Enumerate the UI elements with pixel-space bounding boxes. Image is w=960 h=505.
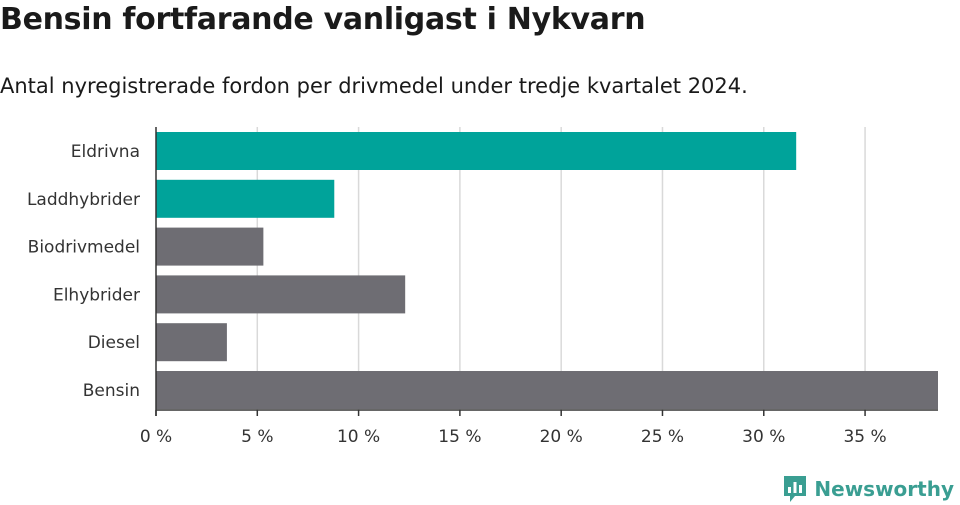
category-label: Bensin — [83, 381, 140, 401]
x-tick-label: 15 % — [438, 427, 481, 447]
bar-biodrivmedel — [156, 227, 264, 266]
bar-elhybrider — [156, 275, 406, 314]
x-tick-label: 0 % — [140, 427, 172, 447]
bar-eldrivna — [156, 132, 797, 170]
category-label: Diesel — [88, 333, 140, 353]
brand-logo: Newsworthy — [782, 474, 954, 504]
x-axis: 0 % 5 % 10 % 15 % 20 % 25 % 30 % 35 % — [140, 127, 938, 447]
category-labels: Eldrivna Laddhybrider Biodrivmedel Elhybrid… — [27, 142, 140, 401]
category-label: Elhybrider — [53, 285, 140, 305]
chart-title: Bensin fortfarande vanligast i Nykvarn — [0, 2, 646, 37]
bars — [156, 132, 938, 409]
brand-name: Newsworthy — [814, 477, 954, 501]
chart-subtitle: Antal nyregistrerade fordon per drivmede… — [0, 74, 748, 98]
category-label: Biodrivmedel — [28, 238, 140, 258]
bar-diesel — [156, 323, 227, 362]
x-tick-label: 20 % — [540, 427, 583, 447]
gridlines — [256, 127, 866, 410]
x-tick-label: 35 % — [843, 427, 886, 447]
bar-bensin — [156, 371, 938, 409]
x-tick-label: 30 % — [742, 427, 785, 447]
bar-laddhybrider — [156, 179, 335, 218]
category-label: Laddhybrider — [27, 190, 140, 210]
x-tick-label: 25 % — [641, 427, 684, 447]
x-tick-label: 5 % — [241, 427, 273, 447]
x-tick-label: 10 % — [337, 427, 380, 447]
category-label: Eldrivna — [71, 142, 140, 162]
newsworthy-logo-icon — [784, 476, 807, 502]
